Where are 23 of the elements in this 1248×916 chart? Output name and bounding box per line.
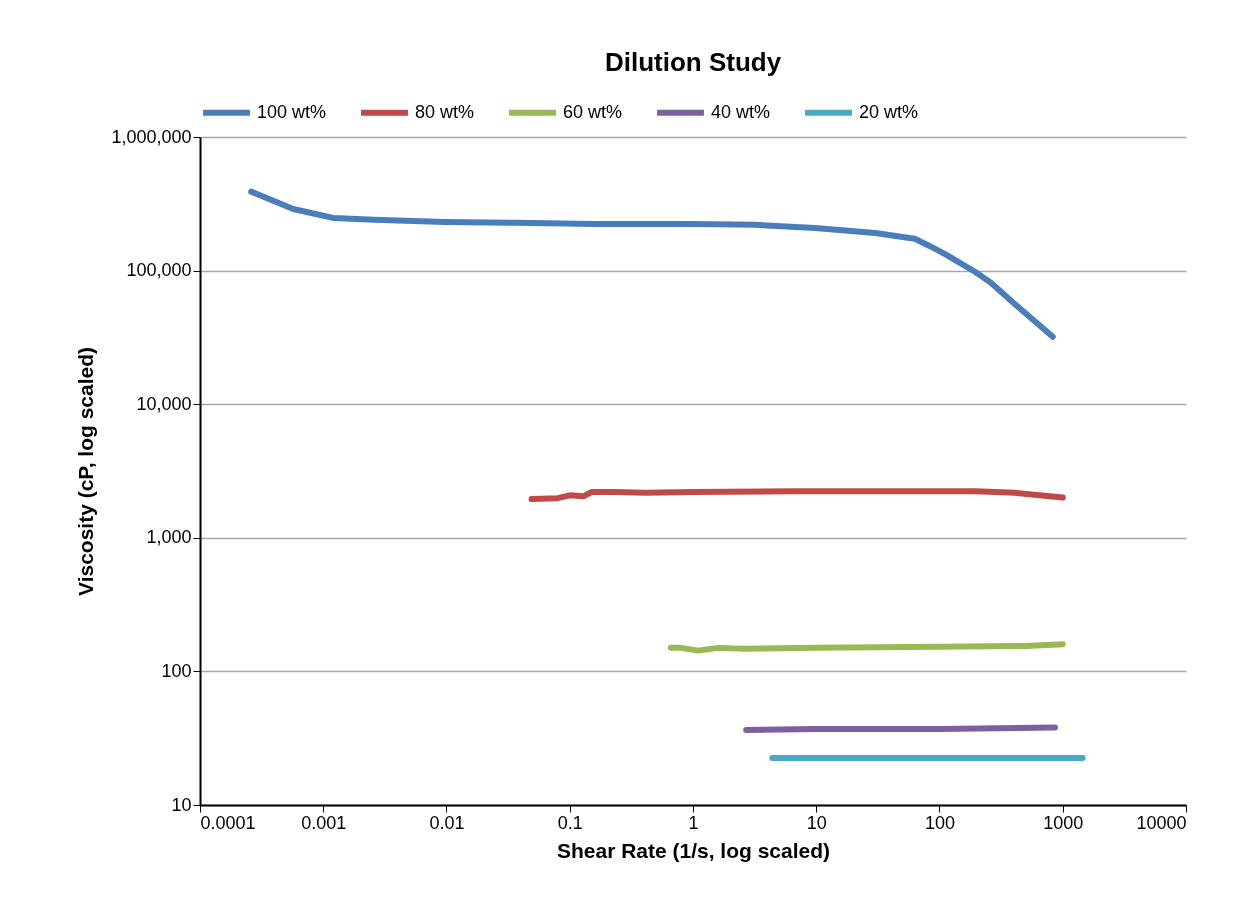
y-tick-label: 1,000 xyxy=(146,527,192,548)
x-tick-label: 10 xyxy=(806,812,827,833)
x-tick-label: 1 xyxy=(688,812,699,833)
x-tick-label: 10000 xyxy=(1136,812,1187,833)
x-tick-label: 0.01 xyxy=(429,812,465,833)
chart-title: Dilution Study xyxy=(604,47,782,77)
x-tick-label: 0.0001 xyxy=(200,812,256,833)
x-tick-label: 100 xyxy=(924,812,956,833)
x-tick-label: 0.1 xyxy=(557,812,583,833)
y-tick-label: 10 xyxy=(171,794,192,815)
x-axis-title: Shear Rate (1/s, log scaled) xyxy=(556,838,831,862)
y-tick-label: 100 xyxy=(161,660,192,681)
x-tick-label: 0.001 xyxy=(301,812,347,833)
legend-label: 100 wt% xyxy=(257,101,327,122)
legend-label: 80 wt% xyxy=(415,101,475,122)
y-tick-label: 10,000 xyxy=(136,393,192,414)
legend-label: 60 wt% xyxy=(563,101,623,122)
legend-label: 40 wt% xyxy=(711,101,771,122)
legend-label: 20 wt% xyxy=(859,101,919,122)
x-tick-label: 1000 xyxy=(1043,812,1084,833)
y-tick-label: 1,000,000 xyxy=(111,126,192,147)
y-tick-label: 100,000 xyxy=(126,260,192,281)
y-axis-title: Viscosity (cP, log scaled) xyxy=(74,346,98,597)
